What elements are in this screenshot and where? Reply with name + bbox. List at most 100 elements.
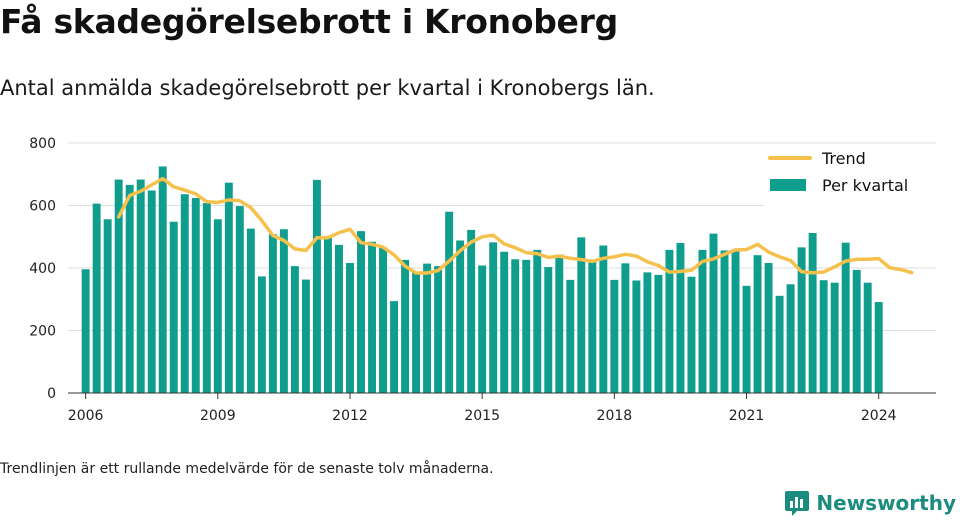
bar [555, 254, 564, 393]
bar [346, 263, 354, 393]
bar [279, 229, 288, 393]
bar [257, 276, 266, 393]
bar [544, 267, 553, 393]
bar [764, 263, 773, 393]
bar [863, 282, 872, 393]
legend-background [764, 144, 940, 206]
legend-trend-label: Trend [821, 149, 866, 168]
bar [434, 266, 443, 393]
bar [588, 260, 597, 393]
bar [213, 219, 222, 393]
bar [423, 263, 432, 393]
bar [698, 249, 707, 393]
bar [312, 179, 321, 393]
bar [753, 255, 762, 393]
bar [92, 203, 101, 393]
bar [103, 219, 112, 393]
y-tick-label: 800 [29, 136, 56, 152]
bar [533, 249, 542, 393]
bar [412, 272, 421, 393]
bar [81, 269, 90, 393]
bar [665, 249, 674, 393]
bar [511, 259, 520, 393]
bar [500, 251, 509, 393]
bar [566, 279, 575, 393]
legend-bar-swatch [770, 179, 806, 191]
bar [852, 269, 861, 393]
x-tick-label: 2024 [861, 408, 897, 424]
legend-bar-label: Per kvartal [822, 176, 908, 195]
bar [874, 302, 883, 393]
legend: Trend Per kvartal [764, 144, 940, 206]
bar [841, 242, 850, 393]
bar [323, 238, 332, 393]
bar [577, 237, 586, 393]
x-tick-label: 2021 [729, 408, 765, 424]
bar [125, 184, 134, 393]
bar [445, 211, 454, 393]
bar [169, 221, 178, 393]
bar [136, 179, 145, 393]
bar-layer [81, 166, 883, 393]
bar [147, 190, 156, 393]
bar [202, 203, 211, 393]
bar [235, 206, 244, 393]
chart-subtitle: Antal anmälda skadegörelsebrott per kvar… [0, 76, 655, 100]
bar [489, 242, 498, 393]
bar [478, 265, 487, 393]
x-tick-label: 2006 [68, 408, 104, 424]
line-layer [116, 176, 914, 275]
x-tick-label: 2012 [332, 408, 368, 424]
bar [191, 198, 200, 393]
bar [687, 276, 696, 393]
brand-name: Newsworthy [816, 491, 956, 515]
bar [742, 285, 751, 393]
bar [401, 259, 410, 393]
bar [786, 284, 795, 393]
bar [390, 301, 399, 393]
bar [467, 229, 476, 393]
axis-layer: 0 200 400 600 800 2006 2009 2012 2015 2018 2021 202… [29, 136, 936, 424]
bar [335, 244, 343, 393]
bar [632, 280, 641, 393]
footnote: Trendlinjen är ett rullande medelvärde f… [0, 461, 494, 477]
bar [224, 182, 233, 393]
bar [290, 266, 299, 393]
bar [643, 272, 652, 393]
bar [368, 241, 376, 393]
y-tick-label: 0 [47, 386, 56, 402]
bar [379, 247, 388, 393]
bar [268, 234, 277, 393]
bar [114, 179, 123, 393]
newsworthy-logo-icon [785, 491, 810, 516]
bar [775, 295, 784, 393]
bar [797, 247, 806, 393]
x-tick-label: 2018 [597, 408, 633, 424]
bar [731, 251, 740, 393]
bar [808, 233, 817, 393]
bar [830, 282, 839, 393]
bar [621, 263, 630, 393]
x-tick-label: 2009 [200, 408, 236, 424]
bar [720, 250, 729, 393]
bar [456, 240, 465, 393]
bar [599, 245, 608, 393]
bar [158, 166, 167, 393]
chart-title: Få skadegörelsebrott i Kronoberg [0, 2, 618, 41]
x-tick-label: 2015 [464, 408, 500, 424]
y-tick-label: 400 [29, 261, 56, 277]
brand-logo[interactable]: Newsworthy [784, 488, 956, 518]
bar [301, 279, 310, 393]
y-tick-label: 600 [29, 199, 56, 215]
bar [522, 259, 531, 393]
bar [180, 194, 189, 393]
bar [819, 280, 828, 393]
bar [246, 228, 255, 393]
bar [676, 243, 685, 393]
bar [357, 231, 365, 393]
bar [654, 274, 663, 393]
chart: 0 200 400 600 800 2006 2009 2012 2015 2018 2021 202… [29, 136, 940, 424]
trend-line [116, 176, 914, 275]
bar [709, 233, 718, 393]
y-tick-label: 200 [29, 324, 56, 340]
